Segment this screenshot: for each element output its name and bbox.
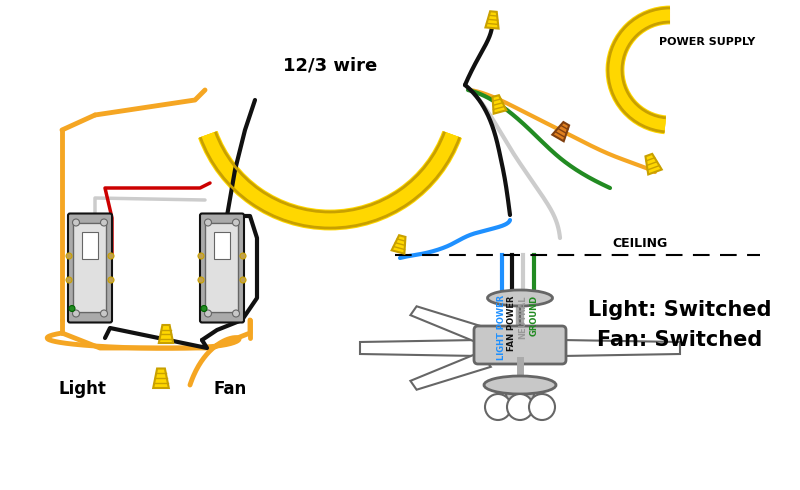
Circle shape [233,310,239,317]
Text: Fan: Fan [214,380,246,398]
Text: LIGHT POWER: LIGHT POWER [498,295,506,360]
Circle shape [108,253,114,259]
Circle shape [66,277,72,283]
Circle shape [205,219,211,226]
Circle shape [108,277,114,283]
Circle shape [73,219,79,226]
Circle shape [101,219,107,226]
FancyBboxPatch shape [68,214,112,322]
FancyBboxPatch shape [74,223,106,313]
Polygon shape [486,11,498,28]
Polygon shape [154,368,169,388]
Circle shape [233,219,239,226]
Polygon shape [410,352,490,390]
Polygon shape [360,340,478,356]
Circle shape [198,277,204,283]
Polygon shape [646,154,662,174]
FancyBboxPatch shape [474,326,566,364]
Circle shape [529,394,555,420]
Polygon shape [410,306,490,344]
Circle shape [205,310,211,317]
Circle shape [201,305,207,312]
Text: CEILING: CEILING [612,237,668,250]
Circle shape [240,253,246,259]
Circle shape [101,310,107,317]
Text: NEUTRAL: NEUTRAL [518,295,527,339]
Circle shape [198,253,204,259]
FancyBboxPatch shape [206,223,238,313]
Text: Fan: Switched: Fan: Switched [598,330,762,350]
Text: Light: Switched: Light: Switched [588,300,772,320]
Circle shape [485,394,511,420]
Ellipse shape [487,290,553,306]
Text: FAN POWER: FAN POWER [507,295,517,350]
Text: POWER SUPPLY: POWER SUPPLY [658,37,755,47]
Circle shape [240,277,246,283]
Polygon shape [562,340,680,356]
Circle shape [73,310,79,317]
Ellipse shape [484,376,556,394]
Bar [214,232,230,259]
Polygon shape [392,235,406,254]
Polygon shape [158,325,173,343]
Text: Light: Light [58,380,106,398]
Text: GROUND: GROUND [530,295,538,336]
Polygon shape [552,122,569,141]
Text: 12/3 wire: 12/3 wire [283,56,377,74]
Circle shape [66,253,72,259]
Circle shape [506,379,534,407]
Bar [82,232,98,259]
Circle shape [507,394,533,420]
Polygon shape [493,95,506,114]
Circle shape [69,305,75,312]
FancyBboxPatch shape [200,214,244,322]
